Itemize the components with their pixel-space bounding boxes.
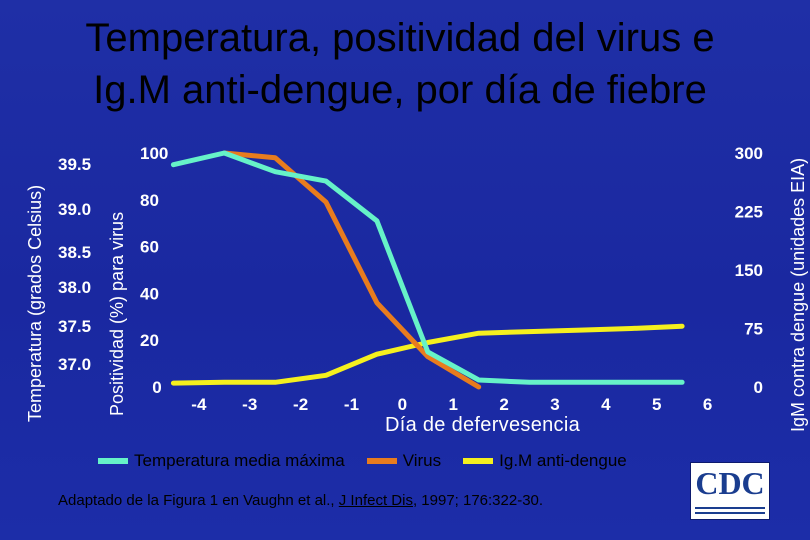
virus-tick-label: 100 <box>140 144 168 163</box>
series-line-temperatura <box>170 150 685 385</box>
x-tick-label: 4 <box>601 395 611 414</box>
legend-item-virus: Virus <box>366 451 442 471</box>
legend-item-igm: Ig.M anti-dengue <box>463 451 627 471</box>
temp-tick-label: 39.0 <box>58 200 91 219</box>
x-tick-label: -3 <box>242 395 257 414</box>
temp-tick-label: 37.0 <box>58 355 91 374</box>
source-suffix: , 1997; 176:322-30. <box>412 492 544 509</box>
x-tick-label: -1 <box>344 395 359 414</box>
legend-swatch-virus <box>366 458 397 464</box>
igm-tick-label: 75 <box>744 320 763 339</box>
x-tick-label: 2 <box>499 395 508 414</box>
source-citation: Adaptado de la Figura 1 en Vaughn et al.… <box>58 492 543 509</box>
virus-tick-label: 0 <box>152 378 161 397</box>
chart-title: Temperatura, positividad del virus e Ig.… <box>40 12 760 116</box>
cdc-logo-text: CDC <box>695 465 765 501</box>
temp-tick-label: 38.5 <box>58 243 91 262</box>
x-tick-label: 3 <box>550 395 559 414</box>
title-line-1: Temperatura, positividad del virus e <box>85 16 715 60</box>
x-axis-label: Día de defervesencia <box>385 414 581 436</box>
title-line-2: Ig.M anti-dengue, por día de fiebre <box>93 68 707 112</box>
x-tick-label: 5 <box>652 395 661 414</box>
virus-tick-label: 80 <box>140 191 159 210</box>
legend-label-virus: Virus <box>402 451 442 470</box>
legend-item-temperatura: Temperatura media máxima <box>98 451 345 471</box>
x-tick-label: 1 <box>448 395 457 414</box>
virus-tick-label: 60 <box>140 238 159 257</box>
x-tick-label: -2 <box>293 395 308 414</box>
source-prefix: Adaptado de la Figura 1 en Vaughn et al.… <box>58 492 339 509</box>
cdc-logo-rule-2 <box>695 512 765 514</box>
series-line-virus <box>221 150 482 390</box>
virus-tick-label: 20 <box>140 331 159 350</box>
x-tick-label: 0 <box>398 395 407 414</box>
legend-swatch-temperatura <box>98 458 128 464</box>
cdc-logo: CDC <box>690 462 770 520</box>
legend-label-temperatura: Temperatura media máxima <box>134 451 345 470</box>
igm-tick-label: 225 <box>735 203 763 222</box>
temp-tick-label: 39.5 <box>58 155 91 174</box>
virus-tick-label: 40 <box>140 284 159 303</box>
source-journal: J Infect Dis <box>338 492 413 509</box>
igm-tick-label: 300 <box>735 144 763 163</box>
legend-swatch-igm <box>463 458 494 464</box>
legend-label-igm: Ig.M anti-dengue <box>499 451 627 470</box>
cdc-logo-rule-1 <box>695 507 765 509</box>
series-line-igm <box>170 323 685 386</box>
igm-tick-label: 150 <box>735 261 763 280</box>
x-tick-label: -4 <box>191 395 207 414</box>
temp-tick-label: 38.0 <box>58 278 91 297</box>
legend: Temperatura media máxima Virus Ig.M anti… <box>98 450 658 472</box>
x-tick-label: 6 <box>703 395 712 414</box>
igm-tick-label: 0 <box>754 378 763 397</box>
temp-tick-label: 37.5 <box>58 317 91 336</box>
